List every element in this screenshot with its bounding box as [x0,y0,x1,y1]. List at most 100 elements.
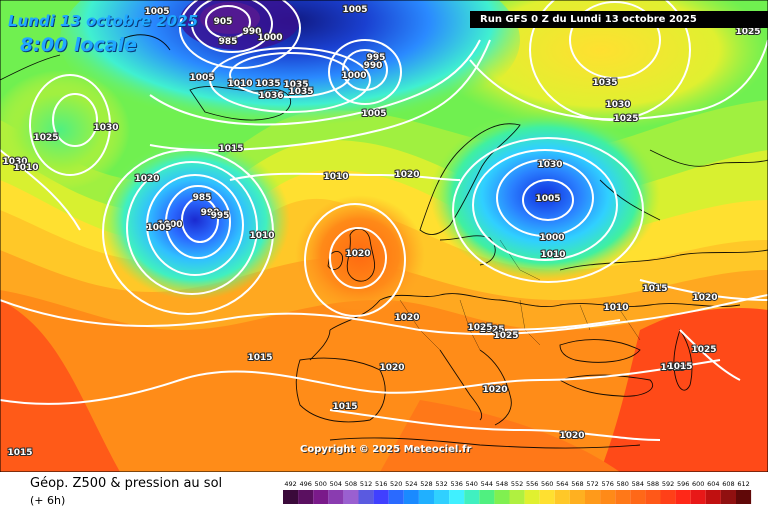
scale-tick-label: 496 [299,480,311,488]
scale-tick-label: 592 [662,480,674,488]
scale-swatch [524,490,540,504]
isobar-label: 990 [243,27,262,37]
scale-tick-label: 504 [330,480,342,488]
isobar-label: 1005 [342,5,367,15]
scale-swatch [298,490,314,504]
scale-swatch [494,490,510,504]
scale-tick-label: 536 [450,480,462,488]
isobar-label: 1035 [283,80,308,90]
isobar-label: 1036 [258,91,283,101]
isobar-label: 1010 [540,250,565,260]
scale-tick-label: 608 [722,480,734,488]
scale-swatch [373,490,389,504]
isobar-label: 1015 [642,284,667,294]
scale-tick-label: 580 [617,480,629,488]
isobar-label: 1000 [257,33,282,43]
scale-swatch [600,490,616,504]
isobar-label: 905 [214,17,233,27]
isobar-label: 1015 [7,448,32,458]
isobar-label: 985 [193,193,212,203]
scale-swatch [569,490,585,504]
isobar-label: 1010 [249,231,274,241]
scale-swatch [479,490,495,504]
scale-tick-label: 552 [511,480,523,488]
isobar-label: 1005 [144,7,169,17]
scale-swatch [630,490,646,504]
scale-tick-label: 584 [632,480,644,488]
isobar-label: 1030 [93,123,118,133]
scale-swatch [660,490,676,504]
isobar-label: 1005 [361,109,386,119]
scale-tick-label: 508 [345,480,357,488]
scale-tick-label: 540 [466,480,478,488]
scale-swatch [434,490,450,504]
isobar-label: 995 [367,53,386,63]
scale-swatch [509,490,525,504]
scale-swatch [328,490,344,504]
isobar-label: 1035 [288,87,313,97]
scale-tick-label: 560 [541,480,553,488]
color-scale: 492 496 500 504 508 512 516 520 524 528 532 536 540 5… [283,480,752,504]
legend-subtitle: (+ 6h) [30,494,66,507]
isobar-label: 1025 [467,323,492,333]
scale-swatch [615,490,631,504]
isobar-label: 1010 [323,172,348,182]
isobar-label: 1025 [613,114,638,124]
scale-tick-label: 588 [647,480,659,488]
scale-swatch [403,490,419,504]
isobar-label: 1030 [605,100,630,110]
scale-tick-label: 548 [496,480,508,488]
isobar-label: 1025 [735,27,760,37]
scale-tick-label: 512 [360,480,372,488]
isobar-label: 1020 [379,363,404,373]
scale-swatch [358,490,374,504]
isobar-label: 1000 [157,220,182,230]
isobar-label: 995 [211,211,230,221]
isobar-label: 1035 [592,78,617,88]
scale-swatch [388,490,404,504]
isobar-label: 1000 [539,233,564,243]
isobar-label: 990 [201,208,220,218]
isobar-label: 1020 [482,385,507,395]
scale-tick-label: 528 [420,480,432,488]
scale-swatch [690,490,706,504]
isobar-label: 1020 [394,170,419,180]
scale-swatch [539,490,555,504]
legend-title: Géop. Z500 & pression au sol [30,476,223,491]
scale-tick-label: 516 [375,480,387,488]
isobar-label: 1010 [603,303,628,313]
isobar-label: 1020 [692,293,717,303]
isobar-label: 1010 [227,79,252,89]
scale-swatch [645,490,661,504]
scale-tick-label: 596 [677,480,689,488]
legend-bar: Géop. Z500 & pression au sol (+ 6h) 492 4… [0,472,768,512]
isobar-label: 1005 [535,194,560,204]
scale-swatch [554,490,570,504]
scale-swatch [585,490,601,504]
isobar-label: 1025 [479,325,504,335]
isobar-label: 1015 [218,144,243,154]
scale-tick-label: 576 [601,480,613,488]
isobar-label: 1015 [247,353,272,363]
isobar-label: 1025 [33,133,58,143]
isobar-label: 1000 [341,71,366,81]
scale-tick-label: 612 [737,480,749,488]
forecast-date: Lundi 13 octobre 2025 [8,12,199,30]
scale-swatch [283,490,299,504]
isobar-label: 990 [364,61,383,71]
scale-tick-label: 568 [571,480,583,488]
copyright: Copyright © 2025 Meteociel.fr [300,444,472,455]
scale-tick-label: 532 [435,480,447,488]
isobar-label: 1030 [537,160,562,170]
scale-tick-label: 600 [692,480,704,488]
scale-swatch [736,490,752,504]
scale-swatch [720,490,736,504]
scale-swatch [418,490,434,504]
scale-swatch [705,490,721,504]
isobar-label: 1020 [345,249,370,259]
scale-tick-label: 492 [284,480,296,488]
isobar-label: 1025 [493,331,518,341]
scale-swatch [464,490,480,504]
